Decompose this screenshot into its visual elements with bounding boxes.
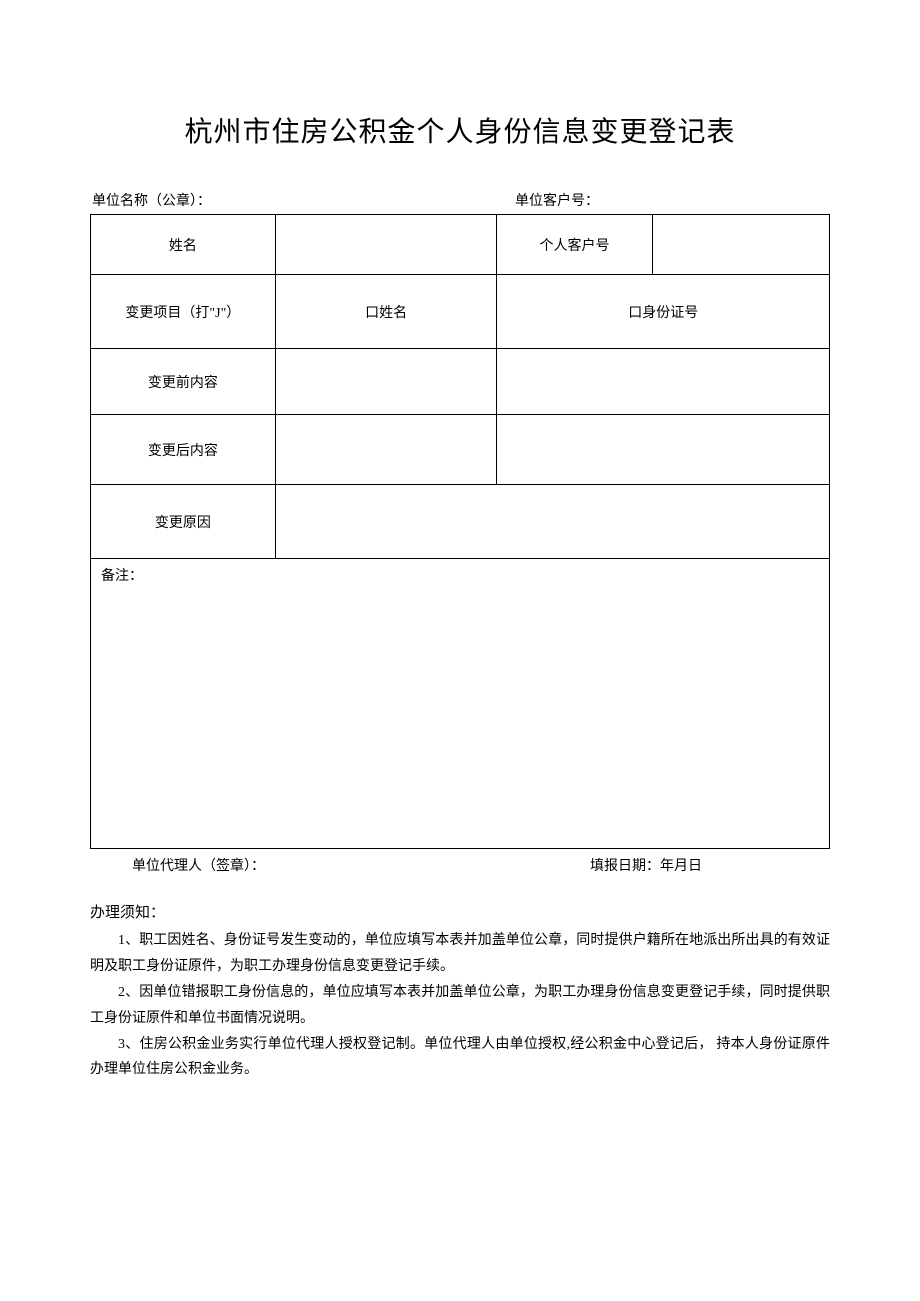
unit-customer-label: 单位客户号： bbox=[405, 190, 828, 210]
checkbox-name-cell[interactable]: 口姓名 bbox=[275, 275, 497, 349]
checkbox-id-icon: 口身份证号 bbox=[628, 302, 698, 322]
checkbox-name-icon: 口姓名 bbox=[365, 302, 407, 322]
name-label-cell: 姓名 bbox=[91, 215, 276, 275]
form-table: 姓名 个人客户号 变更项目（打"J"） 口姓名 口身份证号 变更前内容 变更后内… bbox=[90, 214, 830, 849]
table-row: 变更后内容 bbox=[91, 415, 830, 485]
before-label-cell: 变更前内容 bbox=[91, 349, 276, 415]
customer-id-label-cell: 个人客户号 bbox=[497, 215, 652, 275]
after-value-cell-1[interactable] bbox=[275, 415, 497, 485]
change-item-label-cell: 变更项目（打"J"） bbox=[91, 275, 276, 349]
table-row: 变更原因 bbox=[91, 485, 830, 559]
header-line: 单位名称（公章）： 单位客户号： bbox=[90, 190, 830, 210]
before-value-cell-2[interactable] bbox=[497, 349, 830, 415]
table-row: 姓名 个人客户号 bbox=[91, 215, 830, 275]
agent-label: 单位代理人（签章）： bbox=[92, 855, 370, 875]
checkbox-id-cell[interactable]: 口身份证号 bbox=[497, 275, 830, 349]
before-value-cell-1[interactable] bbox=[275, 349, 497, 415]
table-row: 变更前内容 bbox=[91, 349, 830, 415]
date-label: 填报日期：年月日 bbox=[370, 855, 828, 875]
reason-value-cell[interactable] bbox=[275, 485, 829, 559]
instruction-item-2: 2、因单位错报职工身份信息的，单位应填写本表并加盖单位公章，为职工办理身份信息变… bbox=[90, 980, 830, 1032]
table-row: 变更项目（打"J"） 口姓名 口身份证号 bbox=[91, 275, 830, 349]
unit-name-label: 单位名称（公章）： bbox=[92, 190, 405, 210]
instruction-item-3: 3、住房公积金业务实行单位代理人授权登记制。单位代理人由单位授权,经公积金中心登… bbox=[90, 1032, 830, 1084]
instruction-item-1: 1、职工因姓名、身份证号发生变动的，单位应填写本表并加盖单位公章，同时提供户籍所… bbox=[90, 928, 830, 980]
after-value-cell-2[interactable] bbox=[497, 415, 830, 485]
customer-id-value-cell[interactable] bbox=[652, 215, 829, 275]
name-value-cell[interactable] bbox=[275, 215, 497, 275]
notes-cell[interactable]: 备注： bbox=[91, 559, 830, 849]
reason-label-cell: 变更原因 bbox=[91, 485, 276, 559]
table-row: 备注： bbox=[91, 559, 830, 849]
form-title: 杭州市住房公积金个人身份信息变更登记表 bbox=[90, 110, 830, 150]
page-container: 杭州市住房公积金个人身份信息变更登记表 单位名称（公章）： 单位客户号： 姓名 … bbox=[0, 0, 920, 1143]
after-label-cell: 变更后内容 bbox=[91, 415, 276, 485]
footer-line: 单位代理人（签章）： 填报日期：年月日 bbox=[90, 855, 830, 875]
instructions-title: 办理须知： bbox=[90, 901, 830, 922]
